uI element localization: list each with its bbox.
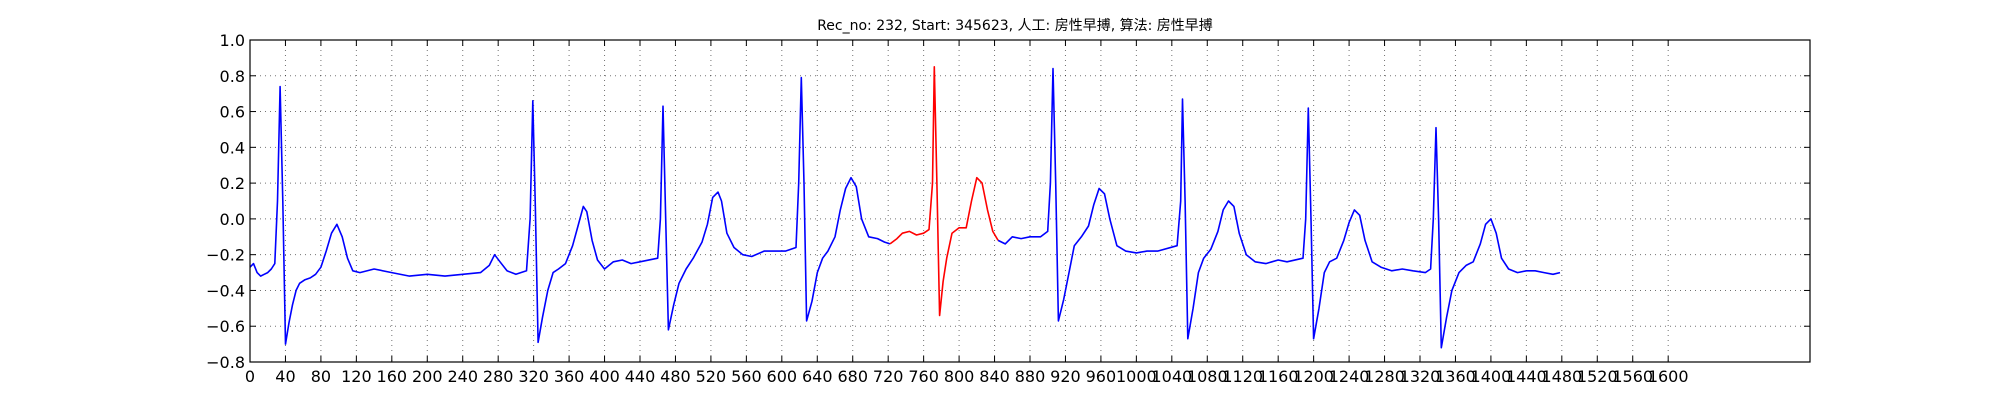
x-tick-label: 1440: [1506, 367, 1547, 386]
x-tick-label: 1600: [1648, 367, 1689, 386]
x-tick-label: 1480: [1541, 367, 1582, 386]
x-tick-label: 40: [275, 367, 295, 386]
x-tick-label: 1320: [1400, 367, 1441, 386]
y-tick-label: 0.8: [220, 67, 245, 86]
x-tick-label: 440: [625, 367, 656, 386]
x-axis: 0 40 80 120 160 200 240 280 320 360 400 440 480 520 56…: [245, 40, 1689, 386]
x-tick-label: 80: [311, 367, 331, 386]
x-tick-label: 1200: [1293, 367, 1334, 386]
series-line-highlight: [889, 66, 999, 317]
x-tick-label: 1560: [1612, 367, 1653, 386]
x-tick-label: 1280: [1364, 367, 1405, 386]
x-tick-label: 280: [483, 367, 514, 386]
x-tick-label: 560: [731, 367, 762, 386]
x-tick-label: 480: [660, 367, 691, 386]
y-tick-label: −0.8: [206, 353, 245, 372]
x-tick-label: 1160: [1258, 367, 1299, 386]
y-tick-label: 1.0: [220, 31, 245, 50]
x-tick-label: 0: [245, 367, 255, 386]
x-tick-label: 240: [447, 367, 478, 386]
x-tick-label: 1520: [1577, 367, 1618, 386]
x-tick-label: 800: [944, 367, 975, 386]
x-tick-label: 1400: [1471, 367, 1512, 386]
grid-lines: [249, 39, 1810, 363]
series-line-normal: [997, 67, 1561, 349]
series-line-normal: [249, 76, 891, 345]
x-tick-label: 520: [696, 367, 727, 386]
x-tick-label: 200: [412, 367, 443, 386]
x-tick-label: 840: [979, 367, 1010, 386]
x-tick-label: 880: [1015, 367, 1046, 386]
x-tick-label: 720: [873, 367, 904, 386]
y-tick-label: −0.2: [206, 246, 245, 265]
x-tick-label: 1240: [1329, 367, 1370, 386]
x-tick-label: 160: [377, 367, 408, 386]
x-tick-label: 680: [837, 367, 868, 386]
x-tick-label: 400: [589, 367, 620, 386]
y-tick-label: −0.4: [206, 281, 245, 300]
y-axis: 1.0 0.8 0.6 0.4 0.2 0.0 −0.2 −0.4 −0.6 −0.8: [206, 31, 1810, 372]
x-tick-label: 960: [1086, 367, 1117, 386]
x-tick-label: 120: [341, 367, 372, 386]
y-tick-label: 0.6: [220, 103, 245, 122]
x-tick-label: 760: [908, 367, 939, 386]
x-tick-label: 920: [1050, 367, 1081, 386]
x-tick-label: 1080: [1187, 367, 1228, 386]
y-tick-label: 0.4: [220, 138, 245, 157]
chart-title: Rec_no: 232, Start: 345623, 人工: 房性早搏, 算法…: [817, 17, 1213, 34]
x-tick-label: 1120: [1222, 367, 1263, 386]
y-tick-label: −0.6: [206, 317, 245, 336]
x-tick-label: 640: [802, 367, 833, 386]
ecg-series: [249, 66, 1561, 349]
x-tick-label: 320: [518, 367, 549, 386]
x-tick-label: 360: [554, 367, 585, 386]
x-tick-label: 1360: [1435, 367, 1476, 386]
x-tick-label: 1000: [1116, 367, 1157, 386]
x-tick-label: 600: [767, 367, 798, 386]
y-tick-label: 0.0: [220, 210, 245, 229]
x-tick-label: 1040: [1151, 367, 1192, 386]
y-tick-label: 0.2: [220, 174, 245, 193]
